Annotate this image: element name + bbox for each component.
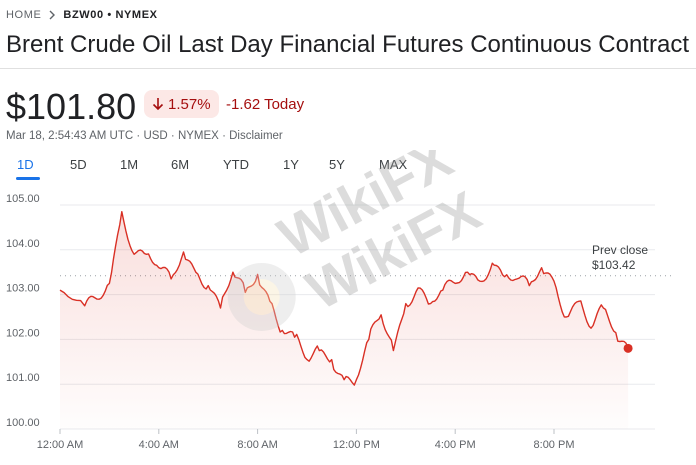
- price-chart[interactable]: 105.00 104.00 103.00 102.00 101.00 100.00 12:0…: [0, 190, 696, 465]
- price-area: [60, 211, 629, 429]
- tab-6m[interactable]: 6M: [171, 157, 190, 172]
- page-title: Brent Crude Oil Last Day Financial Futur…: [6, 31, 689, 58]
- y-tick-label: 104.00: [6, 238, 40, 250]
- price-line: [59, 211, 629, 386]
- current-price: $101.80: [6, 86, 137, 127]
- tab-ytd[interactable]: YTD: [223, 157, 249, 172]
- tab-1m[interactable]: 1M: [120, 157, 139, 172]
- active-tab-indicator: [16, 177, 40, 180]
- x-tick-label: 4:00 AM: [139, 439, 179, 451]
- tab-5d[interactable]: 5D: [70, 157, 87, 172]
- range-tabs: 1D 5D 1M 6M YTD 1Y 5Y MAX: [0, 157, 430, 180]
- tab-max[interactable]: MAX: [379, 157, 408, 172]
- change-percent-badge: 1.57%: [144, 90, 219, 118]
- y-tick-label: 102.00: [6, 327, 40, 339]
- breadcrumb-ticker: BZW00 • NYMEX: [63, 9, 158, 21]
- quote-timestamp: Mar 18, 2:54:43 AM UTC: [6, 130, 134, 142]
- x-tick-label: 8:00 PM: [534, 439, 575, 451]
- y-tick-label: 100.00: [6, 417, 40, 429]
- last-price-dot: [623, 343, 633, 353]
- arrow-down-icon: [152, 98, 164, 111]
- quote-currency: USD: [143, 130, 168, 142]
- change-percent-value: 1.57%: [168, 95, 211, 113]
- tab-5y[interactable]: 5Y: [329, 157, 345, 172]
- prev-close-label: Prev close: [592, 243, 648, 257]
- x-tick-label: 12:00 PM: [333, 439, 380, 451]
- meta-separator: ·: [222, 130, 230, 142]
- y-tick-label: 101.00: [6, 372, 40, 384]
- breadcrumb: HOME BZW00 • NYMEX: [6, 9, 158, 21]
- quote-meta: Mar 18, 2:54:43 AM UTC · USD · NYMEX · D…: [6, 130, 283, 142]
- meta-separator: ·: [170, 130, 178, 142]
- quote-exchange: NYMEX: [177, 130, 219, 142]
- x-tick-label: 12:00 AM: [37, 439, 83, 451]
- chevron-right-icon: [49, 10, 56, 20]
- y-tick-label: 105.00: [6, 193, 40, 205]
- y-tick-label: 103.00: [6, 283, 40, 295]
- x-tick-label: 8:00 AM: [237, 439, 277, 451]
- change-today: -1.62 Today: [226, 96, 305, 113]
- x-tick-label: 4:00 PM: [435, 439, 476, 451]
- prev-close-value: $103.42: [592, 258, 636, 272]
- meta-separator: ·: [136, 130, 144, 142]
- disclaimer-link[interactable]: Disclaimer: [229, 130, 283, 142]
- tab-1d[interactable]: 1D: [17, 157, 34, 172]
- tab-1y[interactable]: 1Y: [283, 157, 299, 172]
- header-divider: [0, 68, 696, 69]
- breadcrumb-home-link[interactable]: HOME: [6, 9, 42, 21]
